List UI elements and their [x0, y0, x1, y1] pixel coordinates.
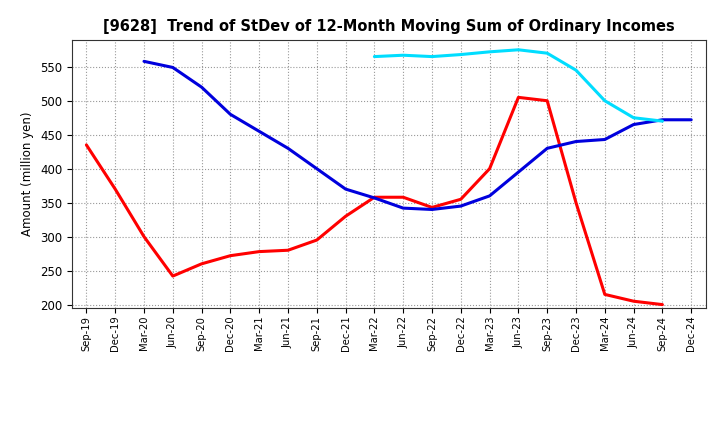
- Title: [9628]  Trend of StDev of 12-Month Moving Sum of Ordinary Incomes: [9628] Trend of StDev of 12-Month Moving…: [103, 19, 675, 34]
- 5 Years: [456, 203, 465, 209]
- 5 Years: [312, 166, 321, 171]
- 3 Years: [226, 253, 235, 258]
- 5 Years: [572, 139, 580, 144]
- Line: 7 Years: 7 Years: [374, 50, 662, 121]
- 3 Years: [629, 299, 638, 304]
- 3 Years: [312, 238, 321, 243]
- 7 Years: [629, 115, 638, 121]
- 3 Years: [399, 194, 408, 200]
- 5 Years: [370, 195, 379, 201]
- 7 Years: [658, 118, 667, 124]
- 5 Years: [428, 207, 436, 212]
- 5 Years: [197, 84, 206, 90]
- 5 Years: [168, 65, 177, 70]
- 3 Years: [572, 200, 580, 205]
- Line: 3 Years: 3 Years: [86, 97, 662, 304]
- 3 Years: [140, 234, 148, 239]
- 5 Years: [600, 137, 609, 142]
- 3 Years: [543, 98, 552, 103]
- 3 Years: [255, 249, 264, 254]
- 5 Years: [543, 146, 552, 151]
- 3 Years: [658, 302, 667, 307]
- 7 Years: [399, 53, 408, 58]
- 3 Years: [485, 166, 494, 171]
- 5 Years: [341, 187, 350, 192]
- 5 Years: [629, 122, 638, 127]
- 3 Years: [284, 248, 292, 253]
- 5 Years: [284, 146, 292, 151]
- 7 Years: [543, 51, 552, 56]
- 3 Years: [168, 273, 177, 279]
- 3 Years: [456, 197, 465, 202]
- 3 Years: [111, 187, 120, 192]
- 7 Years: [514, 47, 523, 52]
- Line: 5 Years: 5 Years: [144, 61, 691, 209]
- 5 Years: [514, 169, 523, 175]
- 7 Years: [428, 54, 436, 59]
- 3 Years: [600, 292, 609, 297]
- 7 Years: [572, 67, 580, 73]
- 7 Years: [485, 49, 494, 55]
- 7 Years: [370, 54, 379, 59]
- 3 Years: [341, 214, 350, 219]
- 7 Years: [456, 52, 465, 57]
- Y-axis label: Amount (million yen): Amount (million yen): [22, 112, 35, 236]
- 3 Years: [514, 95, 523, 100]
- 5 Years: [226, 112, 235, 117]
- 5 Years: [140, 59, 148, 64]
- 5 Years: [255, 128, 264, 134]
- 3 Years: [197, 261, 206, 267]
- 5 Years: [658, 117, 667, 122]
- 3 Years: [428, 205, 436, 210]
- 5 Years: [687, 117, 696, 122]
- 3 Years: [82, 142, 91, 147]
- 5 Years: [399, 205, 408, 211]
- 3 Years: [370, 194, 379, 200]
- 5 Years: [485, 193, 494, 198]
- 7 Years: [600, 98, 609, 103]
